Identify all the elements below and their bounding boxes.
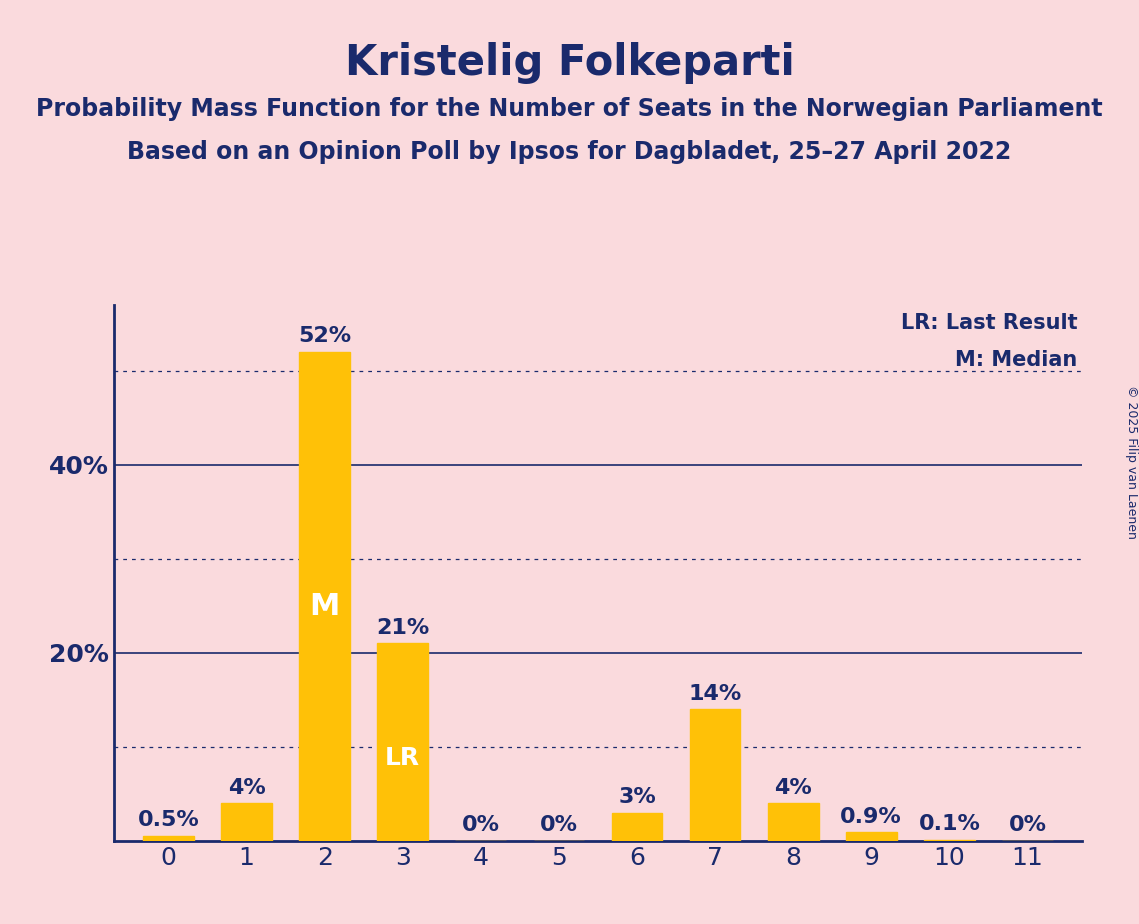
Bar	[768, 803, 819, 841]
Text: 21%: 21%	[376, 618, 429, 638]
Text: 0%: 0%	[540, 815, 577, 835]
Bar	[377, 643, 428, 841]
Text: 0.5%: 0.5%	[138, 810, 199, 831]
Text: 0.1%: 0.1%	[918, 814, 981, 834]
Text: 52%: 52%	[298, 326, 351, 346]
Bar	[300, 352, 350, 841]
Text: Kristelig Folkeparti: Kristelig Folkeparti	[345, 42, 794, 83]
Text: © 2025 Filip van Laenen: © 2025 Filip van Laenen	[1124, 385, 1138, 539]
Bar	[221, 803, 272, 841]
Text: 14%: 14%	[688, 684, 741, 703]
Bar	[612, 812, 663, 841]
Text: 4%: 4%	[228, 778, 265, 797]
Text: 4%: 4%	[775, 778, 812, 797]
Bar	[144, 836, 194, 841]
Text: 0.9%: 0.9%	[841, 807, 902, 827]
Text: Based on an Opinion Poll by Ipsos for Dagbladet, 25–27 April 2022: Based on an Opinion Poll by Ipsos for Da…	[128, 140, 1011, 164]
Text: Probability Mass Function for the Number of Seats in the Norwegian Parliament: Probability Mass Function for the Number…	[36, 97, 1103, 121]
Text: M: Median: M: Median	[954, 350, 1077, 371]
Text: 3%: 3%	[618, 787, 656, 807]
Text: M: M	[310, 591, 339, 621]
Bar	[924, 840, 975, 841]
Bar	[846, 833, 896, 841]
Text: LR: LR	[385, 746, 420, 770]
Bar	[690, 710, 740, 841]
Text: 0%: 0%	[461, 815, 500, 835]
Text: 0%: 0%	[1008, 815, 1047, 835]
Text: LR: Last Result: LR: Last Result	[901, 313, 1077, 333]
